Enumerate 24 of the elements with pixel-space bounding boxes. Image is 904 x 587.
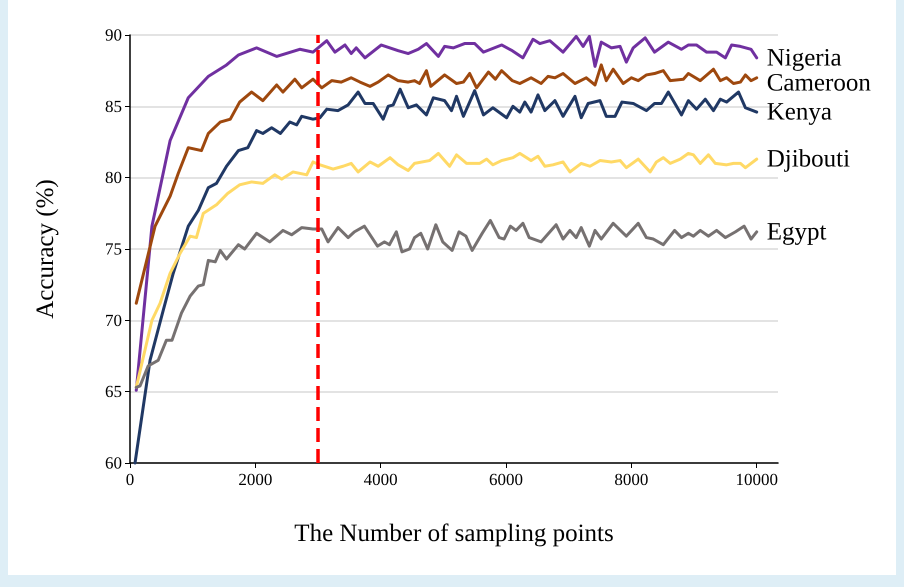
series-label: Egypt bbox=[766, 218, 826, 246]
x-tick-label: 2000 bbox=[238, 470, 272, 489]
x-tick-label: 6000 bbox=[489, 470, 524, 489]
line-series bbox=[134, 218, 758, 389]
x-tick-label: 0 bbox=[126, 470, 134, 489]
y-tick-label: 80 bbox=[105, 168, 122, 188]
x-tick-label: 10000 bbox=[735, 470, 778, 489]
x-tick-label: 4000 bbox=[364, 470, 398, 489]
y-tick-label: 85 bbox=[105, 96, 122, 116]
x-tick-label: 8000 bbox=[614, 470, 648, 489]
series-label: Nigeria bbox=[766, 44, 842, 72]
line-series bbox=[134, 34, 758, 392]
y-tick-label: 60 bbox=[105, 454, 122, 472]
y-tick-label: 75 bbox=[105, 240, 122, 258]
series-label: Djibouti bbox=[766, 146, 850, 173]
y-tick-label: 65 bbox=[105, 382, 122, 402]
x-axis-title: The Number of sampling points bbox=[294, 520, 614, 547]
line-series bbox=[134, 88, 758, 464]
y-tick-label: 90 bbox=[105, 26, 122, 44]
line-series bbox=[134, 152, 758, 389]
series-label: Kenya bbox=[766, 98, 832, 126]
y-axis-title: Accuracy (%) bbox=[32, 179, 59, 319]
y-tick-label: 70 bbox=[105, 310, 122, 330]
line-series bbox=[134, 63, 758, 305]
